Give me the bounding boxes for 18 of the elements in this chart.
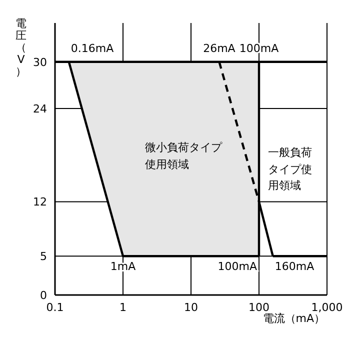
y-axis-title: 電圧（V） xyxy=(14,17,28,78)
y-tick-label: 5 xyxy=(40,250,47,264)
annotation: 微小負荷タイプ使用領域 xyxy=(145,140,224,172)
y-tick-label: 24 xyxy=(33,102,47,116)
x-tick-label: 0.1 xyxy=(46,300,64,314)
x-tick-label: 1 xyxy=(120,300,126,314)
y-tick-label: 0 xyxy=(40,288,47,302)
y-tick-label: 12 xyxy=(33,196,47,209)
y-tick-label: 30 xyxy=(33,56,47,69)
annotation: 一般負荷タイプ使用領域 xyxy=(268,145,313,194)
annotation: 0.16mA xyxy=(70,42,114,55)
annotation: 100mA xyxy=(218,260,258,274)
x-tick-label: 1,000 xyxy=(311,300,343,314)
x-tick-label: 10 xyxy=(184,300,198,314)
x-tick-label: 100 xyxy=(248,300,270,314)
annotation: 26mA xyxy=(203,42,236,55)
x-axis-title: 電流（mA） xyxy=(262,312,325,326)
annotation: 160mA xyxy=(274,260,315,274)
